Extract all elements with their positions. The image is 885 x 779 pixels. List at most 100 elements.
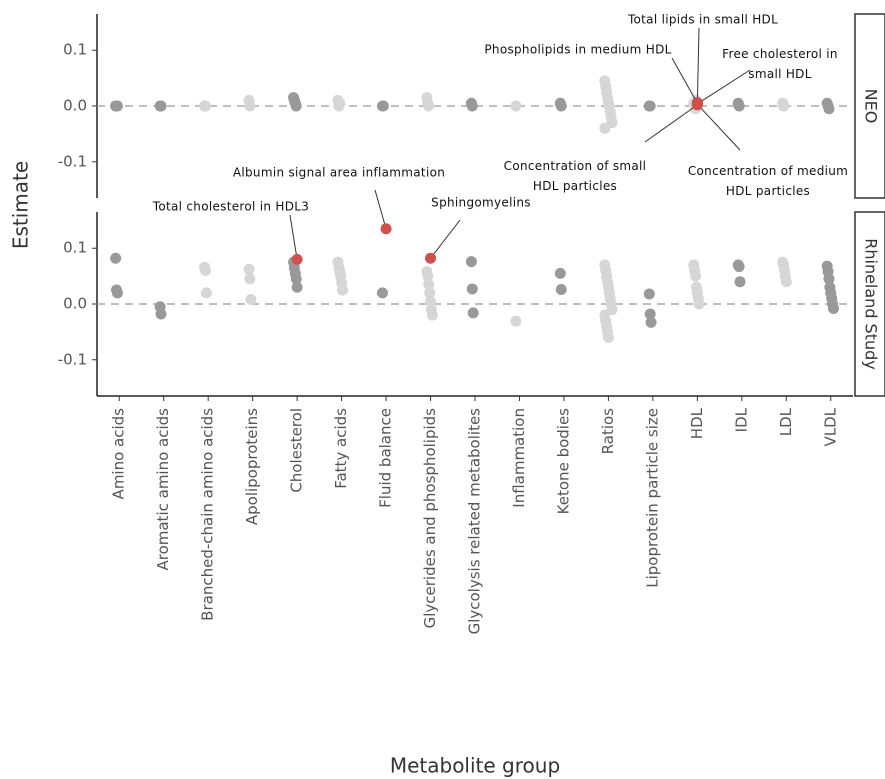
annotation: Total cholesterol in HDL3 <box>152 200 309 214</box>
x-tick-label: Branched-chain amino acids <box>199 408 217 621</box>
x-tick-label: Cholesterol <box>288 408 306 493</box>
x-tick-label: Aromatic amino acids <box>154 408 172 571</box>
point <box>426 309 438 321</box>
point <box>602 331 614 343</box>
facet-strip <box>854 13 885 199</box>
point <box>155 308 167 320</box>
point <box>200 287 212 299</box>
point <box>111 287 123 299</box>
annotation: Sphingomyelins <box>431 196 531 210</box>
x-tick-label: VLDL <box>821 407 839 446</box>
point <box>645 316 657 328</box>
point <box>693 298 705 310</box>
annotation-line <box>430 219 461 259</box>
point <box>466 100 478 112</box>
point <box>823 273 835 285</box>
facet-strip <box>854 211 885 397</box>
point <box>643 288 655 300</box>
point <box>155 100 167 112</box>
point <box>733 100 745 112</box>
point <box>510 315 522 327</box>
annotation: Concentration of small HDL particles <box>504 159 647 193</box>
point <box>555 100 567 112</box>
highlight-point <box>425 252 437 264</box>
point <box>199 265 211 277</box>
point <box>243 263 255 275</box>
y-tick-label: 0.0 <box>63 97 87 115</box>
x-tick-label: Ratios <box>599 408 617 455</box>
point <box>466 283 478 295</box>
point <box>245 294 257 306</box>
x-tick-label: IDL <box>732 407 750 432</box>
y-axis-title: Estimate <box>9 161 33 249</box>
y-tick-label: 0.1 <box>63 41 87 59</box>
point <box>690 270 702 282</box>
point <box>465 256 477 268</box>
point <box>336 284 348 296</box>
point <box>425 295 437 307</box>
annotation-line <box>671 57 698 104</box>
x-tick-label: Lipoprotein particle size <box>643 408 661 588</box>
x-tick-label: Fluid balance <box>377 408 395 508</box>
point <box>554 267 566 279</box>
x-tick-label: HDL <box>688 407 706 439</box>
facet-label: NEO <box>862 89 881 124</box>
point <box>199 100 211 112</box>
point <box>110 252 122 264</box>
annotation: Total lipids in small HDL <box>627 13 778 27</box>
y-tick-label: 0.0 <box>63 295 87 313</box>
annotation: Concentration of medium HDL particles <box>688 164 848 198</box>
x-tick-label: Glycerides and phospholipids <box>421 408 439 629</box>
point <box>291 281 303 293</box>
point <box>376 287 388 299</box>
point <box>290 100 302 112</box>
x-tick-label: Apolipoproteins <box>243 408 261 525</box>
x-tick-label: Inflammation <box>510 408 528 508</box>
x-tick-label: LDL <box>777 407 795 436</box>
point <box>734 276 746 288</box>
annotation-line <box>696 27 700 103</box>
highlight-point <box>380 223 392 235</box>
y-tick-label: 0.1 <box>63 239 87 257</box>
highlight-point <box>291 253 303 265</box>
point <box>424 287 436 299</box>
highlight-point <box>691 98 703 110</box>
point <box>290 273 302 285</box>
point <box>555 284 567 296</box>
point <box>423 278 435 290</box>
point <box>334 97 346 109</box>
annotation-line <box>696 103 741 151</box>
point <box>244 100 256 112</box>
point <box>733 261 745 273</box>
point <box>823 103 835 115</box>
x-tick-label: Glycolysis related metabolites <box>466 408 484 635</box>
point <box>422 270 434 282</box>
annotation: Phospholipids in medium HDL <box>484 43 671 57</box>
point <box>778 100 790 112</box>
point <box>827 302 839 314</box>
point <box>111 100 123 112</box>
y-tick-label: -0.1 <box>58 152 87 170</box>
x-tick-label: Fatty acids <box>332 408 350 489</box>
point <box>599 122 611 134</box>
point <box>780 276 792 288</box>
annotation-line <box>697 69 751 105</box>
y-tick-label: -0.1 <box>58 350 87 368</box>
annotation-line <box>374 189 387 229</box>
point <box>423 100 435 112</box>
x-tick-label: Ketone bodies <box>554 408 572 514</box>
point <box>644 100 656 112</box>
point <box>644 308 656 320</box>
annotation: Free cholesterol in small HDL <box>722 47 838 81</box>
x-axis-title: Metabolite group <box>390 754 560 778</box>
x-tick-label: Amino acids <box>110 408 128 500</box>
point <box>467 307 479 319</box>
facet-label: Rhineland Study <box>862 238 881 370</box>
annotation-line <box>644 104 698 143</box>
annotation-line <box>289 214 298 260</box>
annotation: Albumin signal area inflammation <box>233 166 445 180</box>
point <box>510 100 522 112</box>
point <box>377 100 389 112</box>
point <box>244 273 256 285</box>
